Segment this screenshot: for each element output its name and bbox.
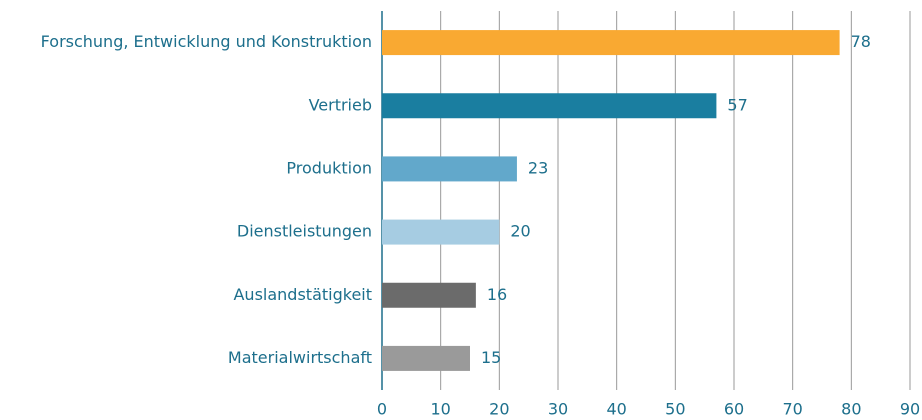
y-tick-label: Materialwirtschaft bbox=[228, 348, 372, 367]
y-tick-label: Vertrieb bbox=[309, 95, 372, 114]
x-tick-label: 30 bbox=[548, 400, 568, 419]
bar bbox=[382, 30, 840, 56]
y-tick-label: Forschung, Entwicklung und Konstruktion bbox=[41, 32, 372, 51]
x-tick-label: 20 bbox=[489, 400, 509, 419]
bar bbox=[382, 93, 717, 119]
x-tick-label: 0 bbox=[377, 400, 387, 419]
x-tick-label: 40 bbox=[606, 400, 626, 419]
value-label: 57 bbox=[727, 95, 747, 114]
x-tick-label: 10 bbox=[430, 400, 450, 419]
bar bbox=[382, 156, 517, 182]
x-tick-label: 90 bbox=[900, 400, 920, 419]
x-tick-label: 80 bbox=[841, 400, 861, 419]
value-label: 15 bbox=[481, 348, 501, 367]
bar bbox=[382, 282, 476, 308]
value-label: 20 bbox=[510, 222, 530, 241]
value-label: 23 bbox=[528, 158, 548, 177]
x-tick-label: 50 bbox=[665, 400, 685, 419]
value-label: 78 bbox=[851, 32, 871, 51]
bar bbox=[382, 219, 500, 245]
x-tick-label: 60 bbox=[724, 400, 744, 419]
y-tick-label: Dienstleistungen bbox=[237, 222, 372, 241]
y-tick-label: Auslandstätigkeit bbox=[233, 285, 372, 304]
value-label: 16 bbox=[487, 285, 507, 304]
y-tick-label: Produktion bbox=[286, 158, 372, 177]
bar bbox=[382, 345, 470, 371]
x-tick-label: 70 bbox=[782, 400, 802, 419]
